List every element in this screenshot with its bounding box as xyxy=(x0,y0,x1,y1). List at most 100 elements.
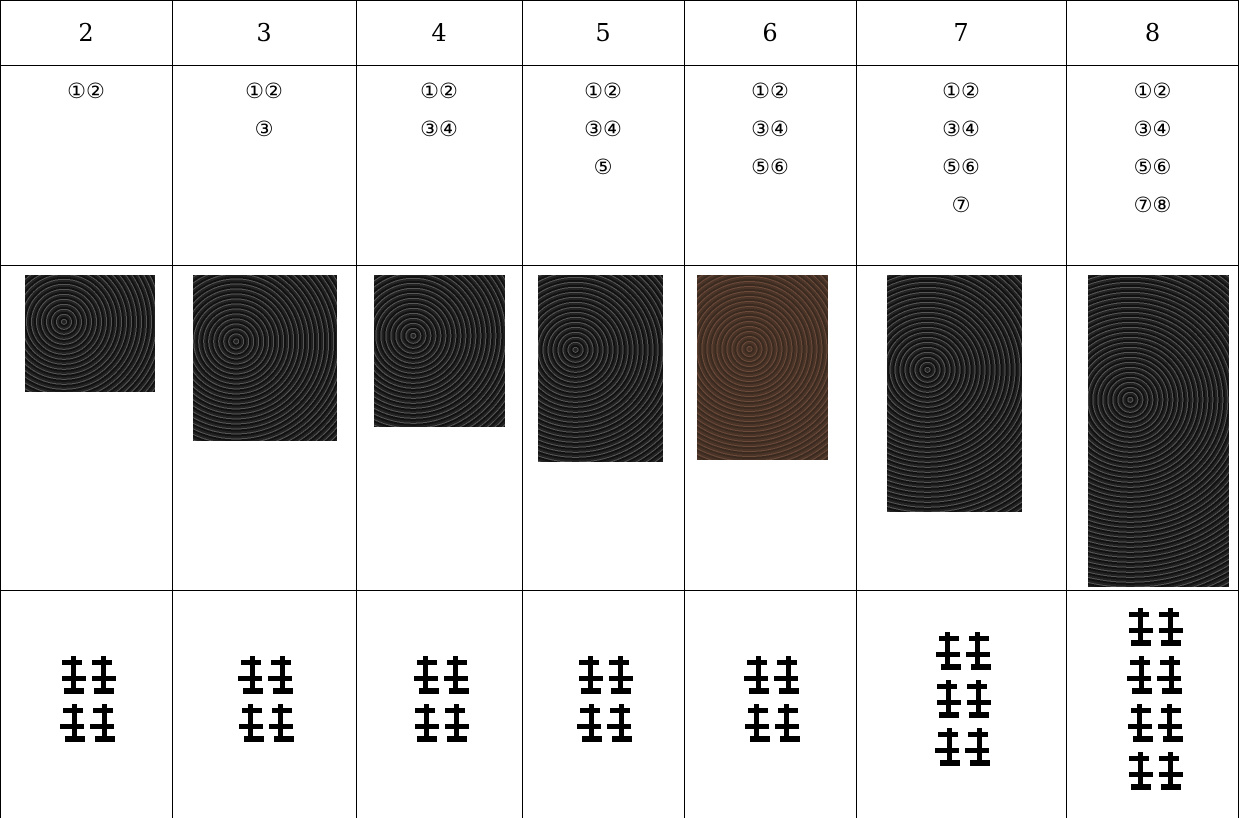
glyph-stroke xyxy=(1166,704,1172,738)
glyph-stroke xyxy=(238,676,262,681)
glyph-stroke xyxy=(750,736,770,742)
rubbing-image xyxy=(538,275,663,462)
glyph-stroke xyxy=(780,736,800,742)
glyph-stroke xyxy=(946,680,951,714)
glyph-stroke xyxy=(977,728,982,762)
glyph-stroke xyxy=(611,688,631,694)
glyph-stroke xyxy=(65,736,85,742)
glyph-stroke xyxy=(415,724,439,729)
glyph-stroke xyxy=(1128,628,1153,633)
col-border xyxy=(856,0,857,818)
cell-numbers: ①② ③④ ⑤⑥ xyxy=(684,72,856,186)
col-border xyxy=(0,0,1,818)
glyph-stroke xyxy=(1160,784,1181,790)
rubbing-image xyxy=(1088,275,1229,587)
glyph-stroke xyxy=(1132,736,1153,742)
glyph-stroke xyxy=(947,728,952,762)
glyph-stroke xyxy=(975,632,980,666)
glyph-stroke xyxy=(95,736,115,742)
glyph-stroke xyxy=(273,688,293,694)
glyph-stroke xyxy=(417,736,437,742)
cell-numbers: ①② ③④ ⑤ xyxy=(522,72,684,186)
row-border xyxy=(0,265,1239,266)
glyph-stroke xyxy=(937,700,961,705)
circled-numbers: ①② xyxy=(420,79,458,103)
glyph-stroke xyxy=(612,736,632,742)
glyph-stroke xyxy=(1156,676,1181,681)
glyph-stroke xyxy=(243,688,263,694)
glyph-stroke xyxy=(280,656,285,690)
glyph-stroke xyxy=(588,656,593,690)
glyph-stroke xyxy=(1162,736,1183,742)
col-border xyxy=(172,0,173,818)
column-header: 5 xyxy=(595,18,611,47)
glyph-stroke xyxy=(445,724,469,729)
circled-numbers: ③ xyxy=(254,117,274,141)
glyph-stroke xyxy=(941,664,961,670)
glyph-stroke xyxy=(248,704,253,738)
column-header: 2 xyxy=(78,18,94,47)
circled-numbers: ①② xyxy=(751,79,789,103)
glyph-stroke xyxy=(444,676,468,681)
glyph-stroke xyxy=(618,656,623,690)
glyph-stroke xyxy=(582,736,602,742)
circled-numbers: ③④ xyxy=(584,117,622,141)
glyph-stroke xyxy=(1158,628,1183,633)
row-border xyxy=(0,590,1239,591)
glyph-stroke xyxy=(1158,772,1183,777)
glyph xyxy=(238,656,294,742)
col-border xyxy=(356,0,357,818)
rubbing-image xyxy=(374,275,505,427)
circled-numbers: ①② xyxy=(942,79,980,103)
cell-numbers: ①② ③④ ⑤⑥ ⑦ xyxy=(856,72,1066,224)
glyph-stroke xyxy=(1137,752,1143,786)
row-border xyxy=(0,0,1239,1)
glyph-stroke xyxy=(274,736,294,742)
circled-numbers: ①② xyxy=(67,79,105,103)
glyph-stroke xyxy=(969,712,989,718)
glyph-stroke xyxy=(244,736,264,742)
cell-numbers: ①② ③ xyxy=(172,72,356,148)
glyph-stroke xyxy=(936,652,960,657)
circled-numbers: ⑦ xyxy=(951,193,971,217)
glyph-stroke xyxy=(62,676,86,681)
glyph-stroke xyxy=(756,656,761,690)
col-border xyxy=(522,0,523,818)
rubbing-image xyxy=(193,275,337,441)
glyph-stroke xyxy=(971,664,991,670)
column-header: 6 xyxy=(762,18,778,47)
glyph-stroke xyxy=(1126,676,1151,681)
column-header: 8 xyxy=(1144,18,1161,47)
column-header: 4 xyxy=(431,18,447,47)
glyph xyxy=(414,656,469,742)
circled-numbers: ⑤⑥ xyxy=(751,155,789,179)
row-border xyxy=(0,65,1239,66)
glyph-stroke xyxy=(1136,704,1142,738)
glyph-stroke xyxy=(1157,724,1182,729)
glyph-stroke xyxy=(967,700,991,705)
glyph-stroke xyxy=(92,676,116,681)
glyph-stroke xyxy=(71,656,76,690)
glyph-stroke xyxy=(424,704,429,738)
glyph-stroke xyxy=(965,748,989,753)
glyph-stroke xyxy=(754,704,759,738)
glyph-stroke xyxy=(1168,656,1174,690)
glyph-stroke xyxy=(1160,640,1181,646)
glyph-stroke xyxy=(745,724,769,729)
glyph-stroke xyxy=(1130,784,1151,790)
cell-numbers: ①② xyxy=(0,72,172,110)
glyph-stroke xyxy=(581,688,601,694)
glyph-stroke xyxy=(419,688,439,694)
glyph xyxy=(744,656,800,742)
glyph-stroke xyxy=(454,704,459,738)
glyph-stroke xyxy=(72,704,77,738)
circled-numbers: ⑤⑥ xyxy=(942,155,980,179)
rubbing-image xyxy=(697,275,828,460)
glyph-stroke xyxy=(939,712,959,718)
glyph-stroke xyxy=(239,724,263,729)
glyph-stroke xyxy=(101,656,106,690)
glyph-stroke xyxy=(1131,688,1152,694)
glyph xyxy=(577,656,633,742)
glyph-stroke xyxy=(749,688,769,694)
